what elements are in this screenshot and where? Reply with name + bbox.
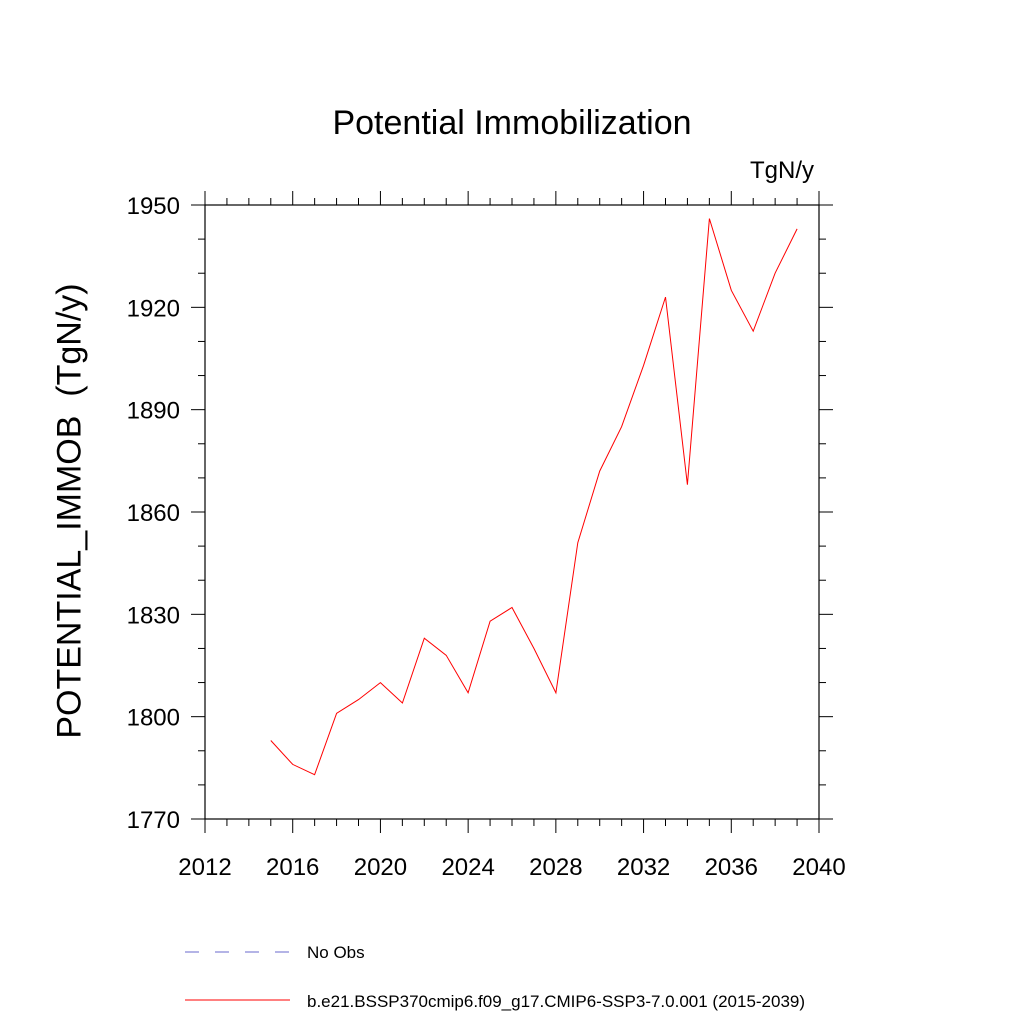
- y-tick-label: 1860: [127, 500, 180, 527]
- x-tick-label: 2028: [529, 854, 582, 881]
- y-tick-label: 1800: [127, 705, 180, 732]
- y-tick-label: 1770: [127, 807, 180, 834]
- y-tick-label: 1830: [127, 602, 180, 629]
- units-label: TgN/y: [750, 157, 815, 184]
- chart-title: Potential Immobilization: [332, 104, 692, 142]
- x-tick-label: 2036: [705, 854, 758, 881]
- y-tick-label: 1950: [127, 193, 180, 220]
- legend-label-no-obs: No Obs: [307, 943, 365, 962]
- y-tick-label: 1920: [127, 295, 180, 322]
- y-tick-label: 1890: [127, 398, 180, 425]
- x-tick-label: 2040: [792, 854, 845, 881]
- x-tick-label: 2012: [178, 854, 231, 881]
- x-tick-label: 2032: [617, 854, 670, 881]
- x-tick-label: 2024: [441, 854, 494, 881]
- series-line-0: [270, 218, 798, 776]
- x-tick-label: 2016: [266, 854, 319, 881]
- plot-frame: [204, 204, 820, 820]
- x-tick-label: 2020: [354, 854, 407, 881]
- legend-label-model-run: b.e21.BSSP370cmip6.f09_g17.CMIP6-SSP3-7.…: [307, 992, 806, 1011]
